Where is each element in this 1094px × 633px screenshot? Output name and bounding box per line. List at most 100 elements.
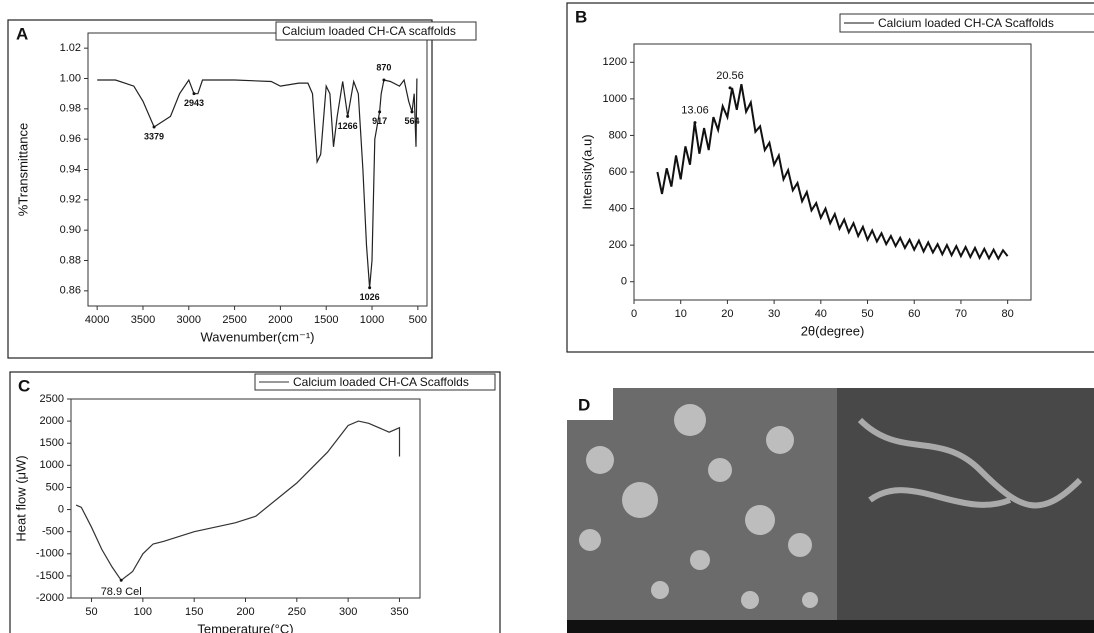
x-tick-label: 1000 — [360, 314, 384, 326]
y-tick-label: 500 — [46, 481, 64, 493]
panel-label: D — [578, 395, 590, 414]
legend-box — [839, 13, 1094, 33]
x-tick-label: 3500 — [131, 314, 155, 326]
y-tick-label: 0.94 — [60, 163, 81, 175]
y-tick-label: 200 — [609, 239, 627, 251]
panel-label-box — [569, 5, 593, 29]
y-tick-label: 1200 — [603, 56, 627, 68]
y-tick-label: 0.96 — [60, 133, 81, 145]
annotation: 870 — [376, 62, 391, 72]
sem-fibers — [857, 417, 1083, 509]
annotation-point — [368, 286, 372, 290]
y-tick-label: 1.00 — [60, 72, 81, 84]
x-axis-label: Temperature(°C) — [197, 621, 293, 633]
y-tick-label: 1500 — [40, 437, 64, 449]
y-tick-label: 2500 — [40, 393, 64, 405]
x-tick-label: 200 — [236, 606, 254, 618]
y-tick-label: 0.90 — [60, 224, 81, 236]
x-tick-label: 350 — [390, 606, 408, 618]
y-tick-label: 600 — [609, 166, 627, 178]
x-tick-label: 20 — [721, 308, 733, 320]
data-line — [75, 420, 401, 582]
x-tick-label: 500 — [409, 314, 427, 326]
panel-label-box — [567, 388, 613, 420]
y-tick-label: 0.88 — [60, 254, 81, 266]
x-tick-label: 80 — [1002, 308, 1014, 320]
annotation-point — [728, 86, 732, 90]
y-axis-label: Intensity(a.u) — [579, 134, 594, 209]
sem-right — [837, 388, 1094, 633]
plot-frame — [87, 32, 428, 307]
y-axis-label: %Transmittance — [15, 123, 30, 216]
y-tick-label: -1500 — [36, 570, 64, 582]
annotation-point — [410, 110, 414, 114]
annotation: 917 — [372, 116, 387, 126]
x-tick-label: 0 — [631, 308, 637, 320]
y-tick-label: -1000 — [36, 548, 64, 560]
x-tick-label: 2500 — [222, 314, 246, 326]
data-line — [97, 78, 418, 288]
x-tick-label: 4000 — [85, 314, 109, 326]
y-tick-label: 0.86 — [60, 285, 81, 297]
y-tick-label: 0 — [621, 276, 627, 288]
legend-label: Calcium loaded CH-CA scaffolds — [282, 24, 456, 38]
y-tick-label: 0 — [58, 503, 64, 515]
annotation: 13.06 — [681, 105, 709, 117]
panel-frame — [9, 371, 501, 633]
annotation: 1026 — [360, 292, 380, 302]
x-axis-label: Wavenumber(cm⁻¹) — [200, 329, 314, 344]
panel-label: B — [575, 7, 587, 26]
y-tick-label: 0.98 — [60, 103, 81, 115]
sem-image — [567, 388, 1094, 633]
annotation: 20.56 — [716, 70, 744, 82]
x-tick-label: 3000 — [177, 314, 201, 326]
x-tick-label: 300 — [339, 606, 357, 618]
panel-label: C — [18, 376, 30, 395]
legend-box — [275, 21, 477, 41]
y-tick-label: 800 — [609, 129, 627, 141]
plot-frame — [633, 43, 1032, 301]
annotation-point — [152, 125, 156, 129]
y-tick-label: 2000 — [40, 415, 64, 427]
y-tick-label: 1.02 — [60, 42, 81, 54]
x-tick-label: 50 — [85, 606, 97, 618]
panel-label-box — [10, 22, 34, 46]
sem-particles — [579, 404, 818, 609]
x-tick-label: 50 — [861, 308, 873, 320]
x-tick-label: 100 — [134, 606, 152, 618]
x-tick-label: 1500 — [314, 314, 338, 326]
data-line — [656, 84, 1009, 261]
y-tick-label: -500 — [42, 526, 64, 538]
annotation-point — [192, 92, 196, 96]
x-tick-label: 250 — [288, 606, 306, 618]
annotation: 78.9 Cel — [101, 586, 142, 598]
x-tick-label: 40 — [815, 308, 827, 320]
x-tick-label: 150 — [185, 606, 203, 618]
x-axis-label: 2θ(degree) — [801, 323, 865, 338]
y-tick-label: 0.92 — [60, 194, 81, 206]
annotation: 564 — [404, 116, 419, 126]
annotation-point — [693, 121, 697, 125]
annotation: 2943 — [184, 98, 204, 108]
annotation-point — [346, 114, 350, 118]
annotation-point — [382, 78, 386, 82]
x-tick-label: 30 — [768, 308, 780, 320]
x-tick-label: 60 — [908, 308, 920, 320]
legend-box — [254, 373, 496, 391]
panel-label: A — [16, 24, 28, 43]
y-tick-label: 1000 — [40, 459, 64, 471]
legend-label: Calcium loaded CH-CA Scaffolds — [293, 375, 469, 389]
sem-info-bar — [567, 620, 1094, 633]
panel-frame — [7, 19, 433, 359]
x-tick-label: 70 — [955, 308, 967, 320]
y-axis-label: Heat flow (μW) — [13, 455, 28, 541]
y-tick-label: 400 — [609, 202, 627, 214]
y-tick-label: -2000 — [36, 592, 64, 604]
panel-label-box — [12, 374, 36, 398]
annotation: 3379 — [144, 131, 164, 141]
annotation-point — [119, 578, 123, 582]
x-tick-label: 10 — [675, 308, 687, 320]
legend-label: Calcium loaded CH-CA Scaffolds — [878, 16, 1054, 30]
